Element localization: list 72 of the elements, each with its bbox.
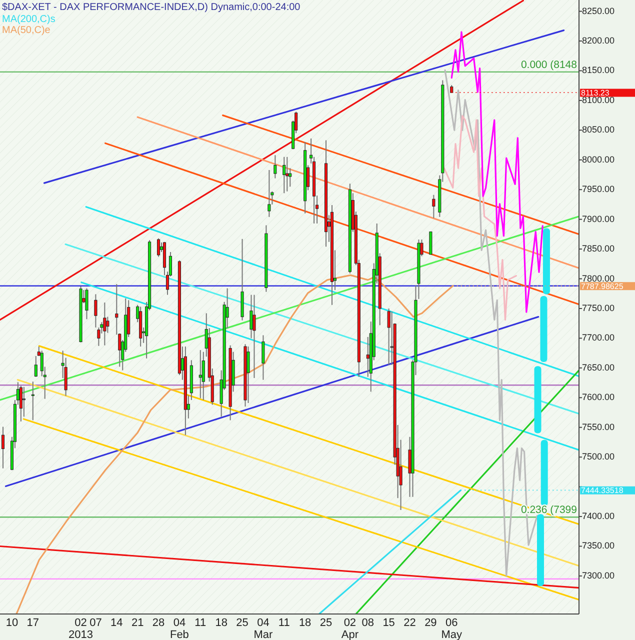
x-tick-label: 25 xyxy=(236,617,248,629)
y-tick-label: 7850.00 xyxy=(582,244,615,254)
y-tick-label: 8200.00 xyxy=(582,36,615,46)
x-tick-label: 17 xyxy=(26,617,40,629)
x-tick-label: 29 xyxy=(424,617,437,629)
candlestick xyxy=(262,334,265,380)
chart-title: $DAX-XET - DAX PERFORMANCE-INDEX,D) Dynamic,0:00-24:00 xyxy=(2,2,301,13)
y-tick-label: 7600.00 xyxy=(582,392,615,402)
candlestick xyxy=(387,308,390,366)
candlestick xyxy=(432,194,436,219)
candlestick xyxy=(366,336,370,378)
candlestick xyxy=(19,385,22,422)
bar xyxy=(534,366,542,434)
candlestick xyxy=(274,154,277,179)
x-tick-label: 11 xyxy=(194,617,206,629)
y-tick-label: 7650.00 xyxy=(582,362,615,372)
x-tick-label: 10 xyxy=(6,617,18,629)
x-tick-label: 02 Apr xyxy=(341,617,359,640)
candlestick xyxy=(34,356,38,378)
x-tick-label: 18 xyxy=(298,617,312,629)
x-tick-label: 14 xyxy=(110,617,123,629)
candlestick xyxy=(286,156,289,192)
bar xyxy=(540,296,548,362)
y-tick-label: 7950.00 xyxy=(582,184,615,194)
candlestick xyxy=(429,231,432,255)
ref-line-label: 0.000 (8148 xyxy=(520,58,578,71)
candlestick xyxy=(157,238,160,258)
bar xyxy=(542,228,550,294)
y-tick-label: 7900.00 xyxy=(582,214,615,224)
x-tick-label: 06 May xyxy=(441,617,463,640)
y-tick-label: 8150.00 xyxy=(582,65,615,76)
candlestick xyxy=(94,294,98,328)
x-tick-label: 25 xyxy=(320,617,332,629)
y-tick-label: 7550.00 xyxy=(582,422,615,432)
y-tick-label: 8000.00 xyxy=(582,154,615,164)
candlestick xyxy=(252,294,256,379)
text: MA(200,C)s xyxy=(2,14,56,25)
candlestick xyxy=(198,350,202,399)
candlestick xyxy=(202,351,205,401)
y-tick-label: 7800.00 xyxy=(582,273,615,284)
x-tick-label: 04 Mar xyxy=(254,617,274,640)
line-series xyxy=(443,115,517,321)
y-tick-label: 7400.00 xyxy=(582,511,615,522)
candlestick xyxy=(31,381,34,421)
x-tick-label: 07 xyxy=(90,617,102,629)
y-tick-label: 7700.00 xyxy=(582,332,615,343)
annotation: 7444.33518 xyxy=(581,486,624,496)
candlestick xyxy=(85,288,88,320)
x-tick-label: 08 xyxy=(362,617,374,629)
x-tick-label: 22 xyxy=(404,617,416,629)
bar xyxy=(536,514,544,586)
y-tick-label: 8250.00 xyxy=(582,6,615,16)
text: MA(50,C)e xyxy=(2,25,51,36)
y-tick-label: 7300.00 xyxy=(582,570,615,580)
candlestick xyxy=(282,156,286,194)
y-tick-label: 7350.00 xyxy=(582,540,615,551)
x-tick-label: 11 xyxy=(278,617,290,629)
x-tick-label: 21 xyxy=(131,617,144,629)
x-tick-label: 15 xyxy=(382,617,395,629)
candlestick xyxy=(268,169,271,218)
candlestick xyxy=(106,316,110,334)
y-tick-label: 7500.00 xyxy=(582,452,615,462)
candlestick xyxy=(1,426,5,469)
annotation: 7787.98625 xyxy=(581,282,624,291)
y-tick-label: 7750.00 xyxy=(582,302,615,313)
y-tick-label: 8050.00 xyxy=(582,124,615,135)
x-tick-label: 04 Feb xyxy=(170,617,189,640)
x-tick-label: 18 xyxy=(215,617,228,629)
candlestick xyxy=(246,346,250,404)
candlestick xyxy=(103,302,106,346)
candlestick xyxy=(22,386,26,418)
x-tick-label: 28 xyxy=(152,617,165,629)
